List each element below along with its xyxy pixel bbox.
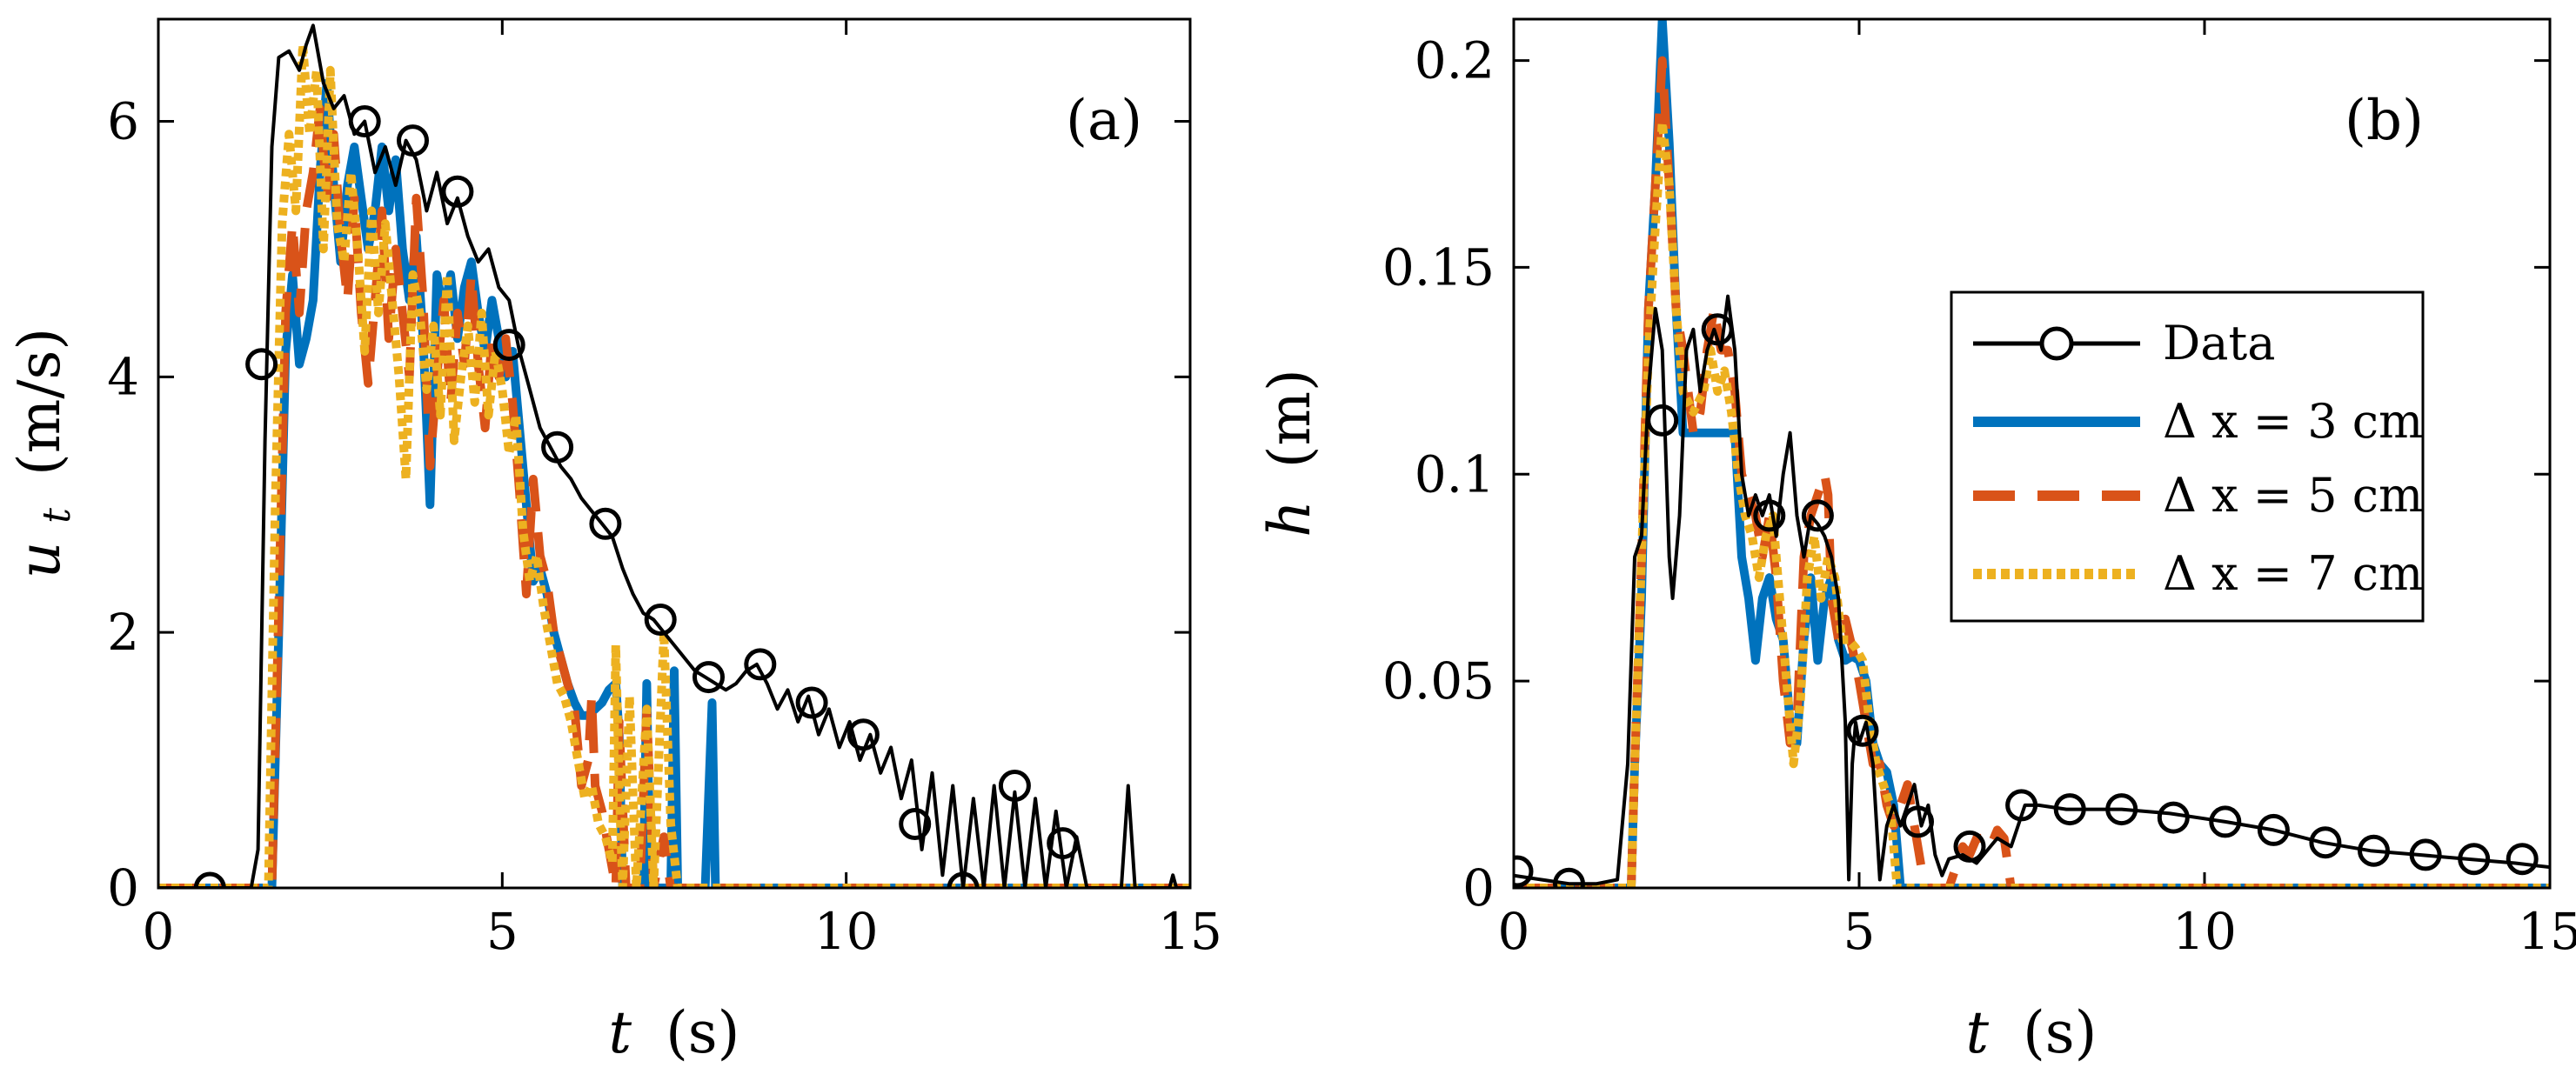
x-tick-label-b-2: 10: [2172, 902, 2237, 961]
data-marker-b-10: [2053, 793, 2086, 826]
legend-label-dx3: Δ x = 3 cm: [2163, 394, 2423, 449]
x-tick-label-a-0: 0: [143, 902, 175, 961]
data-marker-b-12: [2157, 801, 2190, 834]
data-marker-b-14: [2257, 813, 2290, 846]
y-tick-label-b-4: 0.2: [1415, 31, 1495, 90]
data-marker-b-2: [1646, 404, 1679, 437]
series-group-a: [158, 23, 1190, 888]
data-marker-b-8: [1953, 830, 1986, 863]
legend-box: [1950, 290, 2425, 623]
y-tick-label-a-2: 4: [107, 347, 139, 406]
data-marker-b-9: [2005, 789, 2038, 822]
data-marker-b-3: [1701, 313, 1734, 346]
legend-item-dx5: Δ x = 5 cm: [1973, 468, 2423, 523]
data-marker-b-16: [2358, 834, 2390, 867]
series-line-data-a: [158, 23, 1190, 888]
data-marker-b-4: [1753, 499, 1786, 532]
data-marker-a-7: [589, 507, 622, 540]
data-marker-a-4: [441, 175, 474, 208]
data-marker-a-5: [492, 329, 525, 362]
x-axis-label-a: t (s): [609, 999, 740, 1066]
data-marker-b-7: [1902, 805, 1934, 838]
y-axis-label-a: u t (m/s): [6, 328, 84, 578]
axis-ticks-a: 0 5 10 15 0 2 4 6: [107, 19, 1222, 961]
panel-label-b: (b): [2345, 89, 2424, 153]
x-axis-label-b: t (s): [1966, 999, 2098, 1066]
x-tick-label-b-0: 0: [1498, 902, 1530, 961]
data-marker-a-8: [644, 604, 677, 636]
data-marker-a-13: [899, 808, 932, 840]
y-tick-label-a-1: 2: [107, 603, 139, 662]
data-marker-b-6: [1846, 714, 1879, 747]
data-marker-a-0: [193, 871, 226, 888]
x-tick-label-a-3: 15: [1158, 902, 1222, 961]
data-marker-b-15: [2309, 826, 2342, 859]
legend-label-data: Data: [2163, 316, 2275, 370]
legend-item-data: Data: [1973, 316, 2275, 370]
data-marker-a-12: [846, 718, 880, 751]
legend-label-dx5: Δ x = 5 cm: [2163, 468, 2423, 523]
axes-frame-a: [157, 17, 1192, 890]
legend-item-dx7: Δ x = 7 cm: [1973, 546, 2423, 601]
data-marker-a-14: [947, 871, 980, 888]
data-marker-b-13: [2209, 805, 2242, 838]
legend-marker-data: [2039, 326, 2074, 361]
data-marker-a-1: [245, 348, 278, 381]
y-axis-sub-a: t: [35, 508, 79, 524]
legend-label-dx7: Δ x = 7 cm: [2163, 546, 2423, 601]
data-marker-a-9: [693, 661, 725, 694]
y-tick-label-b-1: 0.05: [1382, 651, 1495, 711]
data-marker-b-0: [1514, 855, 1534, 888]
data-marker-a-6: [541, 430, 574, 464]
x-axis-var-a: t: [609, 999, 632, 1066]
data-marker-b-19: [2506, 843, 2539, 876]
legend-item-dx3: Δ x = 3 cm: [1973, 394, 2423, 449]
series-line-dx7-a: [158, 40, 1190, 888]
y-tick-label-b-0: 0: [1462, 858, 1495, 918]
data-marker-a-2: [348, 105, 381, 137]
y-tick-label-a-3: 6: [107, 92, 139, 151]
y-axis-label-b: h (m): [1256, 369, 1323, 537]
y-tick-label-b-2: 0.1: [1415, 444, 1495, 504]
legend: Data Δ x = 3 cm Δ x = 5 cm Δ x = 7 cm: [1950, 290, 2425, 623]
x-axis-var-b: t: [1966, 999, 1990, 1066]
series-line-dx7-b: [1514, 117, 2550, 888]
data-marker-b-17: [2409, 838, 2442, 871]
x-tick-label-b-1: 5: [1843, 902, 1876, 961]
data-marker-a-15: [998, 770, 1031, 802]
x-tick-label-b-3: 15: [2518, 902, 2576, 961]
axes-frame-b: [1512, 17, 2552, 890]
y-axis-unit-b: (m): [1256, 369, 1323, 468]
series-line-dx5-b: [1514, 56, 2550, 888]
panel-label-a: (a): [1066, 89, 1142, 153]
x-axis-unit-a: (s): [666, 999, 739, 1066]
y-axis-var-a: u: [6, 542, 73, 579]
data-marker-b-1: [1553, 867, 1585, 888]
x-tick-label-a-2: 10: [814, 902, 879, 961]
x-tick-label-a-1: 5: [486, 902, 519, 961]
y-axis-unit-a: (m/s): [6, 328, 73, 476]
panel-b: 0 5 10 15 0 0.05 0.1 0.15 0.2 (b) t (s) h (m) Da…: [1256, 17, 2576, 1066]
data-marker-b-5: [1801, 499, 1834, 532]
x-axis-unit-b: (s): [2023, 999, 2097, 1066]
data-marker-b-18: [2458, 843, 2491, 876]
y-tick-label-a-0: 0: [107, 858, 139, 918]
data-marker-a-10: [744, 648, 777, 681]
y-axis-var-b: h: [1256, 500, 1323, 537]
series-line-data-b: [1514, 294, 2550, 886]
axis-ticks-b: 0 5 10 15 0 0.05 0.1 0.15 0.2: [1382, 19, 2576, 961]
y-tick-label-b-3: 0.15: [1382, 237, 1495, 297]
series-group-b: [1514, 19, 2550, 888]
data-marker-a-11: [795, 686, 828, 719]
data-marker-a-3: [397, 124, 429, 157]
data-marker-b-11: [2105, 793, 2138, 826]
data-marker-a-16: [1047, 827, 1080, 860]
panel-a: 0 5 10 15 0 2 4 6 (a) t (s) u t (m/s): [6, 17, 1222, 1066]
